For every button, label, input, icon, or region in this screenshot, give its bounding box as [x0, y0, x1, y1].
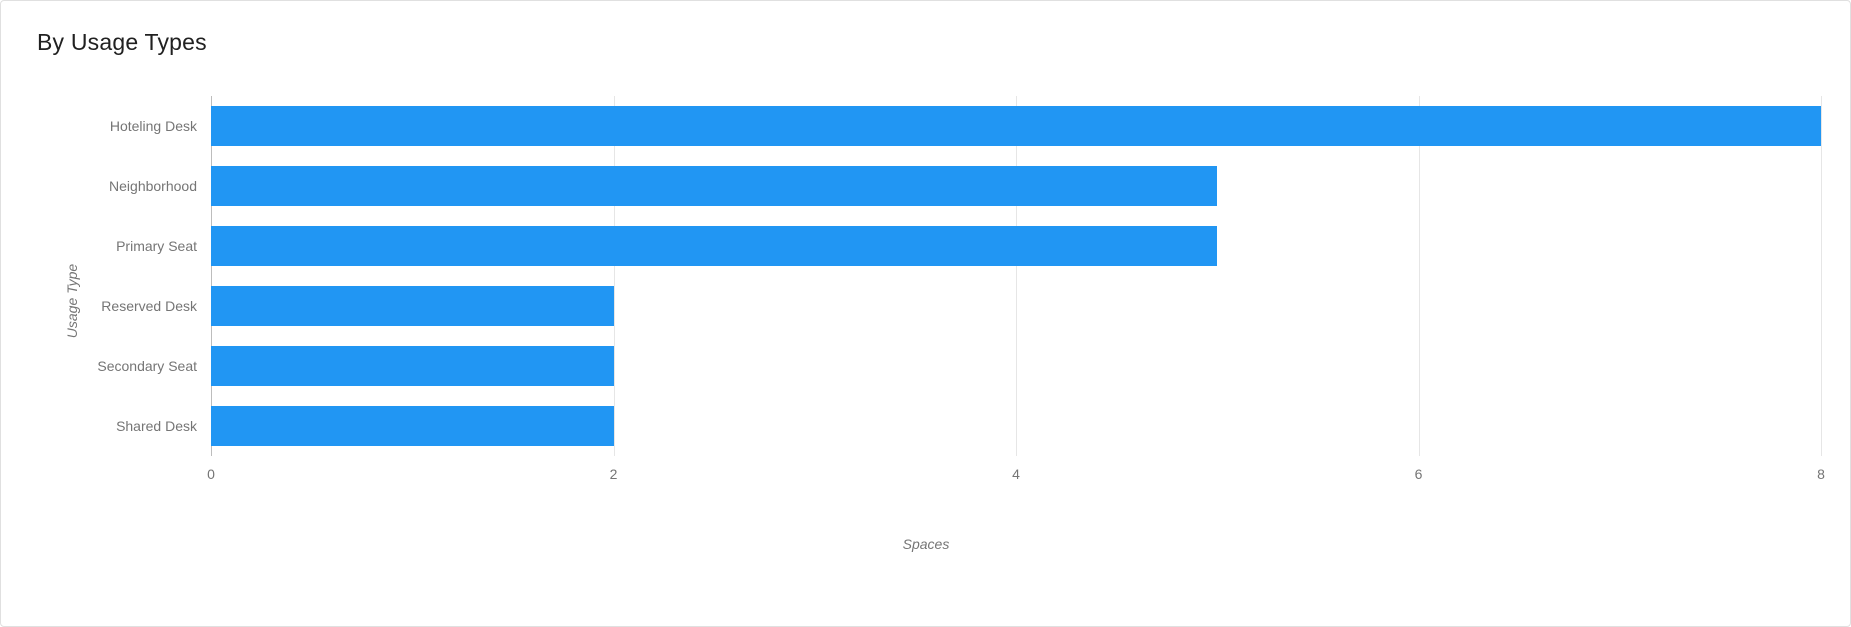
x-axis-title: Spaces: [31, 536, 1821, 552]
y-tick-label: Reserved Desk: [101, 298, 211, 314]
bar[interactable]: [211, 226, 1217, 267]
bar-row: Reserved Desk: [211, 286, 1821, 327]
bar-row: Secondary Seat: [211, 346, 1821, 387]
card-by-usage-types: By Usage Types Usage Type 0 2 4 6 8 Hoteling …: [0, 0, 1851, 627]
bar[interactable]: [211, 286, 614, 327]
x-tick-label: 2: [610, 466, 618, 482]
y-tick-label: Neighborhood: [109, 178, 211, 194]
bar[interactable]: [211, 346, 614, 387]
x-tick-label: 8: [1817, 466, 1825, 482]
x-tick-label: 4: [1012, 466, 1020, 482]
y-tick-label: Primary Seat: [116, 238, 211, 254]
gridline: [1419, 96, 1420, 456]
x-tick-label: 0: [207, 466, 215, 482]
bar[interactable]: [211, 406, 614, 447]
y-axis-title: Usage Type: [64, 264, 80, 338]
plot-area: 02468Hoteling DeskNeighborhoodPrimary Se…: [211, 96, 1821, 456]
card-title: By Usage Types: [1, 1, 1850, 56]
gridline: [614, 96, 615, 456]
gridline: [1016, 96, 1017, 456]
bar-row: Hoteling Desk: [211, 106, 1821, 147]
gridline: [211, 96, 212, 456]
bar-row: Primary Seat: [211, 226, 1821, 267]
chart: Usage Type 02468Hoteling DeskNeighborhoo…: [31, 96, 1821, 506]
bar[interactable]: [211, 166, 1217, 207]
bar[interactable]: [211, 106, 1821, 147]
x-tick-label: 6: [1415, 466, 1423, 482]
bar-row: Shared Desk: [211, 406, 1821, 447]
bar-row: Neighborhood: [211, 166, 1821, 207]
y-tick-label: Shared Desk: [116, 418, 211, 434]
gridline: [1821, 96, 1822, 456]
y-tick-label: Secondary Seat: [97, 358, 211, 374]
y-tick-label: Hoteling Desk: [110, 118, 211, 134]
